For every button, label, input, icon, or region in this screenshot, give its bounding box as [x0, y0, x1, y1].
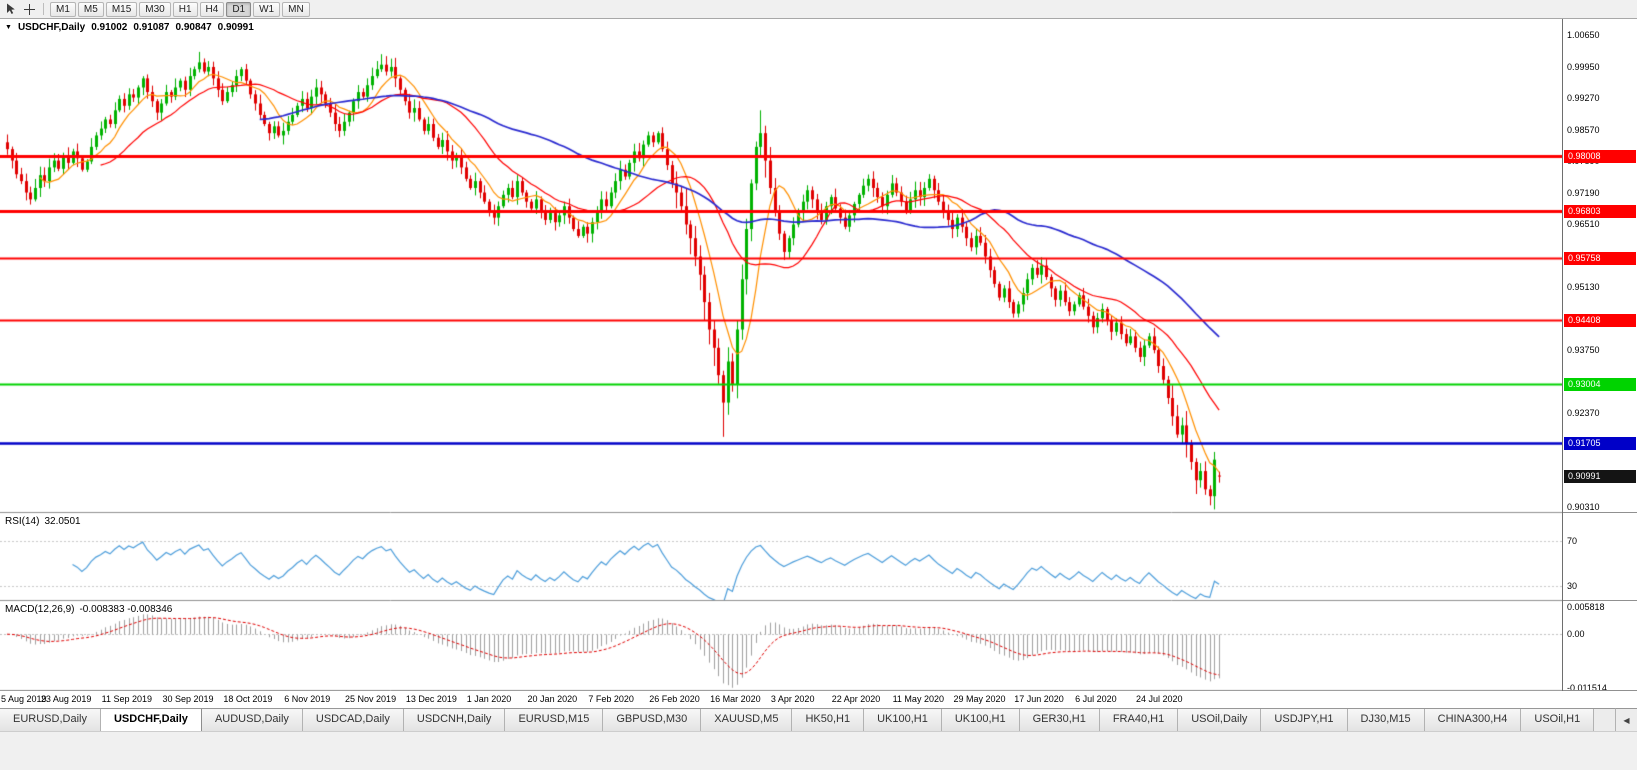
timeframe-button-w1[interactable]: W1: [253, 1, 281, 17]
date-axis: 5 Aug 2019 23 Aug 2019 11 Sep 2019 30 Sep 2…: [0, 691, 1562, 708]
quote-open: 0.91002: [91, 22, 128, 33]
crosshair-icon[interactable]: [21, 2, 37, 17]
price-axis: 1.006500.999500.992700.985700.978900.971…: [1562, 19, 1637, 693]
chart-tab-audusd-daily[interactable]: AUDUSD,Daily: [201, 709, 303, 731]
panel-separator: [1563, 512, 1637, 513]
macd-axis-tick: -0.011514: [1567, 683, 1607, 693]
timeframe-button-m1[interactable]: M1: [50, 1, 76, 17]
quote-high: 0.91087: [133, 22, 170, 33]
price-level-badge: 0.93004: [1564, 378, 1636, 391]
price-tick: 0.93750: [1567, 345, 1600, 356]
date-label: 25 Nov 2019: [345, 694, 397, 704]
triangle-down-icon[interactable]: ▼: [5, 23, 12, 31]
date-label: 29 May 2020: [953, 694, 1006, 704]
rsi-label: RSI(14) 32.0501: [5, 516, 81, 527]
chart-tab-uk100-h1[interactable]: UK100,H1: [864, 709, 942, 731]
chart-tab-usdcad-daily[interactable]: USDCAD,Daily: [302, 709, 404, 731]
timeframe-toolbar: M1 M5 M15 M30 H1 H4 D1 W1 MN: [0, 0, 1637, 19]
date-label: 22 Apr 2020: [831, 694, 881, 704]
quote-close: 0.90991: [217, 22, 254, 33]
price-tick: 0.96510: [1567, 219, 1600, 230]
date-label: 23 Aug 2019: [40, 694, 92, 704]
date-label: 26 Feb 2020: [649, 694, 700, 704]
chart-tab-china300-h4[interactable]: CHINA300,H4: [1424, 709, 1522, 731]
chart-tab-uk100-h1[interactable]: UK100,H1: [941, 709, 1020, 731]
chart-title: ▼ USDCHF,Daily 0.91002 0.91087 0.90847 0…: [5, 22, 254, 33]
chart-tab-eurusd-m15[interactable]: EURUSD,M15: [505, 709, 604, 731]
price-level-badge: 0.96803: [1564, 205, 1636, 218]
chart-tab-dj30-m15[interactable]: DJ30,M15: [1347, 709, 1425, 731]
chart-symbol-label: USDCHF,Daily: [17, 22, 86, 33]
macd-name: MACD(12,26,9): [5, 604, 75, 615]
timeframe-button-m30[interactable]: M30: [139, 1, 171, 17]
tab-scroll-left-icon[interactable]: ◀: [1615, 708, 1637, 731]
date-label: 1 Jan 2020: [466, 694, 512, 704]
timeframe-buttons: M1 M5 M15 M30 H1 H4 D1 W1 MN: [50, 1, 310, 17]
date-label: 18 Oct 2019: [223, 694, 273, 704]
rsi-value: 32.0501: [44, 516, 81, 527]
date-label: 6 Nov 2019: [284, 694, 331, 704]
panel-separator: [1563, 690, 1637, 691]
date-label: 11 May 2020: [892, 694, 944, 704]
rsi-level-tick: 70: [1567, 536, 1578, 546]
timeframe-button-d1[interactable]: D1: [226, 1, 252, 17]
chart-tab-gbpusd-m30[interactable]: GBPUSD,M30: [603, 709, 702, 731]
price-tick: 0.99270: [1567, 93, 1600, 103]
date-label: 30 Sep 2019: [162, 694, 214, 704]
chart-tab-fra40-h1[interactable]: FRA40,H1: [1099, 709, 1179, 731]
cursor-icon[interactable]: [3, 2, 19, 17]
date-label: 16 Mar 2020: [710, 694, 761, 704]
chart-tab-hk50-h1[interactable]: HK50,H1: [792, 709, 865, 731]
price-tick: 0.90310: [1567, 502, 1600, 513]
date-label: 20 Jan 2020: [527, 694, 578, 704]
panel-separator: [1563, 600, 1637, 601]
macd-axis-tick: 0.00: [1567, 629, 1585, 640]
date-label: 24 Jul 2020: [1135, 694, 1183, 704]
status-strip: [0, 731, 1637, 770]
timeframe-button-h1[interactable]: H1: [172, 1, 198, 17]
date-label: 3 Apr 2020: [770, 694, 815, 704]
date-label: 17 Jun 2020: [1014, 694, 1064, 704]
date-label: 13 Dec 2019: [405, 694, 457, 704]
timeframe-button-mn[interactable]: MN: [282, 1, 310, 17]
chart-tab-eurusd-daily[interactable]: EURUSD,Daily: [0, 709, 101, 731]
macd-value: -0.008383 -0.008346: [79, 604, 173, 615]
price-level-badge: 0.91705: [1564, 437, 1636, 450]
price-tick: 0.92370: [1567, 408, 1600, 419]
quote-low: 0.90847: [175, 22, 212, 33]
price-tick: 0.95130: [1567, 282, 1600, 293]
price-level-badge: 0.94408: [1564, 314, 1636, 327]
macd-axis-tick: 0.005818: [1567, 602, 1605, 612]
timeframe-button-m5[interactable]: M5: [77, 1, 104, 17]
chart-tab-usoil-daily[interactable]: USOil,Daily: [1178, 709, 1262, 731]
price-tick: 1.00650: [1567, 30, 1600, 40]
current-price-badge: 0.90991: [1564, 470, 1636, 483]
price-tick: 0.99950: [1567, 61, 1600, 72]
date-label: 6 Jul 2020: [1075, 694, 1117, 704]
rsi-name: RSI(14): [5, 516, 40, 527]
rsi-level-tick: 30: [1567, 581, 1578, 591]
price-tick: 0.98570: [1567, 124, 1600, 135]
price-tick: 0.97190: [1567, 187, 1600, 198]
date-label: 7 Feb 2020: [588, 694, 634, 704]
price-level-badge: 0.95758: [1564, 252, 1636, 265]
date-label: 5 Aug 2019: [1, 694, 47, 704]
chart-tab-usoil-h1[interactable]: USOil,H1: [1521, 709, 1595, 731]
timeframe-button-h4[interactable]: H4: [199, 1, 225, 17]
chart-tab-usdjpy-h1[interactable]: USDJPY,H1: [1261, 709, 1348, 731]
price-level-badge: 0.98008: [1564, 150, 1636, 163]
toolbar-divider: [43, 3, 44, 15]
date-label: 11 Sep 2019: [101, 694, 153, 704]
chart-tab-xauusd-m5[interactable]: XAUUSD,M5: [701, 709, 793, 731]
chart-tab-usdchf-daily[interactable]: USDCHF,Daily: [100, 709, 202, 731]
chart-tab-usdcnh-daily[interactable]: USDCNH,Daily: [403, 709, 506, 731]
chart-tabs: EURUSD,Daily USDCHF,Daily AUDUSD,Daily USDC…: [0, 708, 1637, 731]
chart-tab-ger30-h1[interactable]: GER30,H1: [1019, 709, 1100, 731]
price-chart-canvas[interactable]: [0, 19, 1562, 691]
timeframe-button-m15[interactable]: M15: [105, 1, 138, 17]
macd-label: MACD(12,26,9) -0.008383 -0.008346: [5, 604, 172, 615]
